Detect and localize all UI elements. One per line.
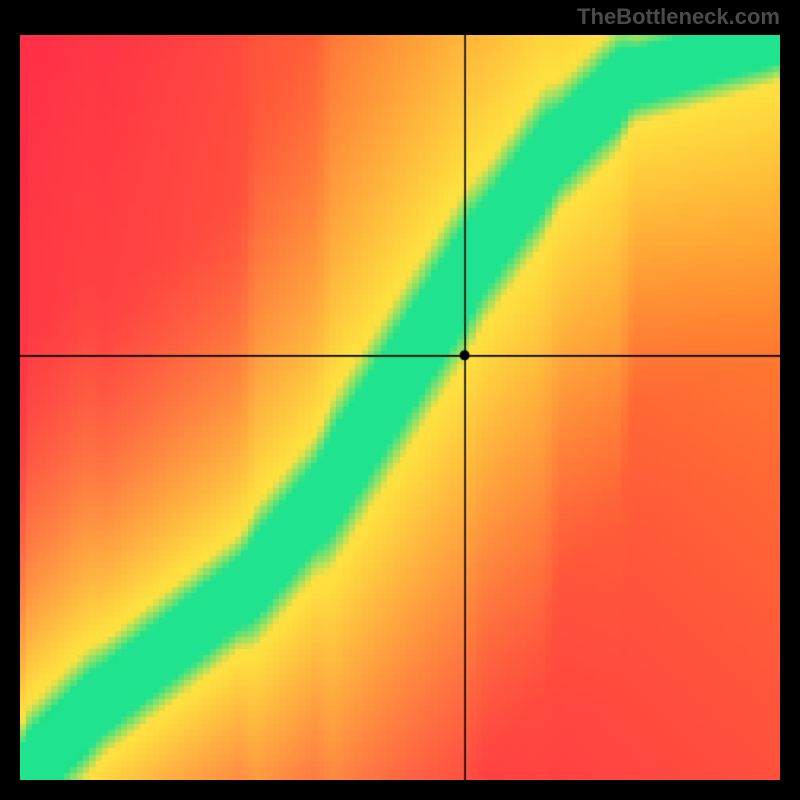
bottleneck-heatmap: [20, 35, 780, 780]
heatmap-canvas: [20, 35, 780, 780]
watermark-label: TheBottleneck.com: [577, 4, 780, 30]
